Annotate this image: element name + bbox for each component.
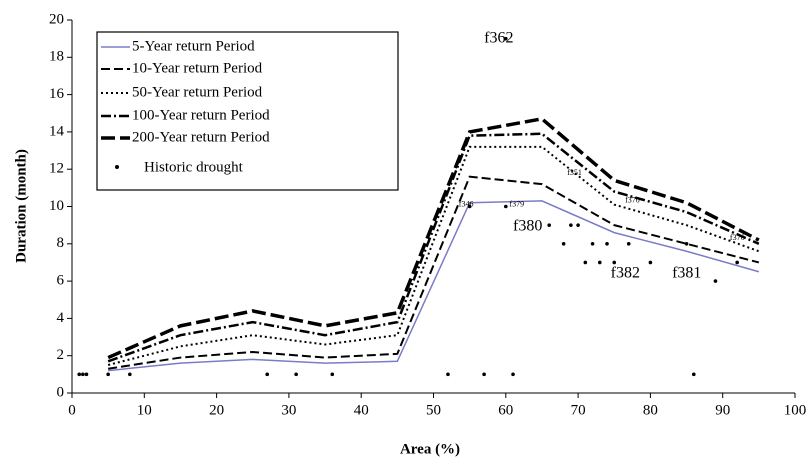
y-tick-label: 2: [57, 347, 65, 363]
x-tick-label: 0: [68, 402, 76, 418]
drought-point: [511, 372, 515, 377]
drought-point: [467, 204, 472, 209]
y-tick-label: 8: [57, 235, 65, 251]
legend-label: 10-Year return Period: [132, 60, 263, 76]
x-tick-label: 90: [715, 402, 730, 418]
drought-point: [84, 372, 89, 377]
y-tick-label: 20: [49, 11, 64, 27]
drought-point: [583, 260, 588, 265]
legend-label: 5-Year return Period: [132, 38, 255, 54]
y-axis-label: Duration (month): [13, 149, 29, 263]
drought-point: [77, 372, 82, 377]
x-tick-label: 40: [354, 402, 369, 418]
drought-point: [482, 372, 486, 377]
x-tick-label: 100: [784, 402, 807, 418]
x-tick-label: 60: [498, 402, 513, 418]
x-tick-label: 20: [209, 402, 224, 418]
y-tick-label: 6: [57, 273, 65, 289]
drought-point: [504, 36, 508, 41]
x-tick-label: 80: [643, 402, 658, 418]
drought-point: [561, 242, 566, 246]
drought-point: [504, 204, 508, 209]
y-tick-label: 18: [49, 49, 64, 65]
legend-label: Historic drought: [144, 159, 244, 175]
drought-point: [569, 223, 573, 227]
annotation: f376: [730, 233, 745, 242]
drought-point: [612, 260, 617, 265]
series-line: [107, 145, 760, 366]
annotation: f351: [567, 168, 582, 177]
drought-point: [128, 372, 132, 377]
drought-point: [597, 260, 602, 265]
legend-label: 50-Year return Period: [132, 84, 263, 100]
series-line: [107, 175, 760, 370]
series-line: [107, 116, 760, 360]
drought-point: [713, 279, 718, 283]
y-tick-label: 16: [49, 86, 65, 102]
drought-point: [547, 223, 551, 227]
legend-box: [96, 31, 399, 191]
annotation: f362: [484, 29, 513, 46]
series-line: [107, 132, 760, 363]
series-line: [108, 200, 760, 372]
y-tick-label: 10: [49, 198, 64, 214]
x-axis-label: Area (%): [400, 441, 460, 457]
annotation: f380: [513, 218, 542, 235]
annotation: f346: [459, 199, 474, 208]
drought-point: [294, 372, 298, 377]
legend-label: 200-Year return Period: [132, 129, 270, 145]
drought-point: [576, 223, 580, 227]
x-tick-label: 10: [137, 402, 152, 418]
annotation: f381: [672, 264, 701, 281]
legend-swatch: [115, 165, 119, 169]
y-tick-label: 14: [49, 123, 65, 139]
drought-point: [626, 242, 631, 246]
legend-label: 100-Year return Period: [132, 107, 270, 123]
drought-point: [590, 242, 595, 246]
drought-point: [106, 372, 110, 377]
drought-point: [265, 372, 270, 377]
y-tick-label: 12: [49, 161, 64, 177]
drought-point: [691, 372, 696, 377]
annotation: f370: [625, 196, 640, 205]
drought-point: [648, 260, 653, 265]
annotation: f382: [611, 264, 640, 281]
drought-point: [684, 242, 689, 246]
y-tick-label: 0: [57, 384, 65, 400]
y-tick-label: 4: [57, 310, 65, 326]
drought-point: [81, 372, 85, 377]
drought-point: [446, 372, 450, 377]
x-tick-label: 30: [281, 402, 296, 418]
annotation: f379: [509, 199, 524, 208]
x-tick-label: 50: [426, 402, 441, 418]
drought-point: [735, 260, 739, 265]
x-tick-label: 70: [571, 402, 586, 418]
drought-point: [605, 242, 609, 246]
drought-point: [330, 372, 335, 377]
